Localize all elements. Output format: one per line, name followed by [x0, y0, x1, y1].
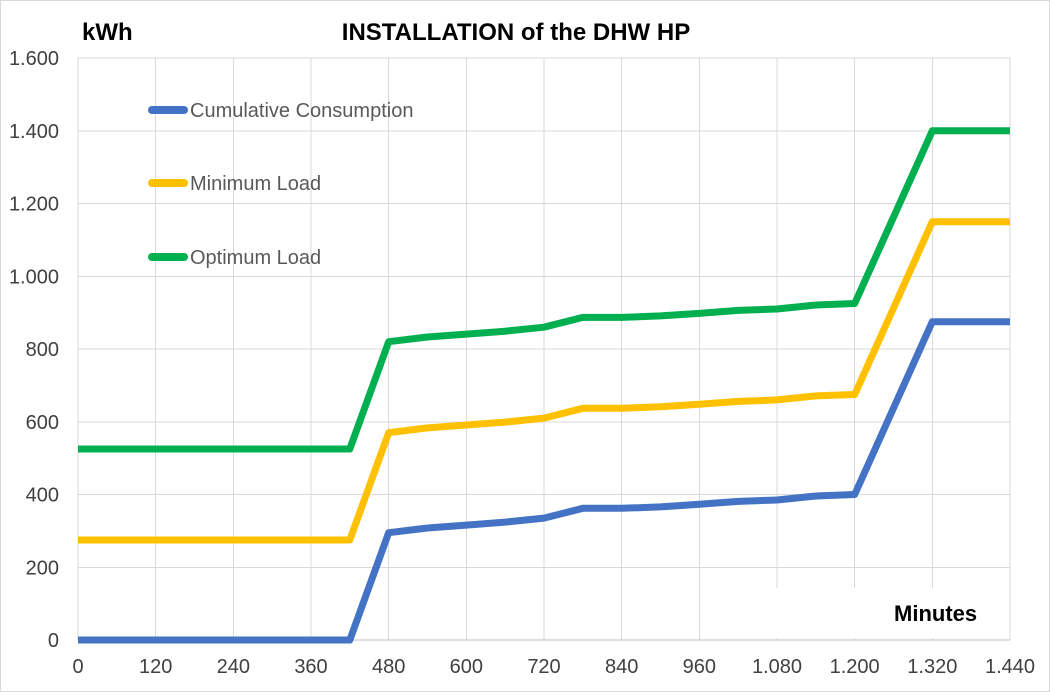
x-tick-label: 480: [372, 656, 405, 678]
x-tick-label: 0: [72, 656, 83, 678]
chart-title: INSTALLATION of the DHW HP: [342, 19, 690, 46]
x-tick-label: 1.200: [830, 656, 880, 678]
tick-labels: 0 200 400 600 800 1.000 1.200 1.400 1.600 0 120 240…: [9, 48, 1035, 678]
series-line-minimum-load: [78, 218, 1010, 544]
x-tick-label: 720: [527, 656, 560, 678]
legend: Cumulative Consumption Minimum Load Opti…: [148, 100, 413, 269]
legend-label: Optimum Load: [190, 247, 321, 269]
legend-label: Cumulative Consumption: [190, 100, 413, 122]
x-tick-label: 1.440: [985, 656, 1035, 678]
series-line-cumulative-consumption: [78, 318, 1010, 644]
legend-item-cumulative-consumption: Cumulative Consumption: [148, 100, 413, 122]
y-tick-label: 1.600: [9, 48, 59, 70]
x-tick-label: 960: [683, 656, 716, 678]
series-line-optimum-load: [78, 127, 1010, 453]
x-axis-title: Minutes: [894, 601, 977, 626]
y-tick-label: 0: [48, 630, 59, 652]
x-tick-label: 600: [450, 656, 483, 678]
x-tick-label: 240: [217, 656, 250, 678]
y-tick-label: 600: [26, 412, 59, 434]
legend-item-optimum-load: Optimum Load: [148, 247, 321, 269]
x-tick-label: 360: [294, 656, 327, 678]
x-tick-label: 840: [605, 656, 638, 678]
y-tick-label: 800: [26, 339, 59, 361]
y-tick-label: 1.400: [9, 121, 59, 143]
series-lines: [78, 127, 1010, 644]
legend-label: Minimum Load: [190, 173, 321, 195]
x-axis-label-background: [772, 588, 1006, 638]
x-tick-label: 1.320: [907, 656, 957, 678]
y-axis-title: kWh: [82, 19, 133, 46]
y-tick-label: 200: [26, 557, 59, 579]
x-tick-label: 1.080: [752, 656, 802, 678]
legend-item-minimum-load: Minimum Load: [148, 173, 321, 195]
y-tick-label: 1.200: [9, 194, 59, 216]
y-tick-label: 400: [26, 485, 59, 507]
y-tick-label: 1.000: [9, 266, 59, 288]
x-tick-label: 120: [139, 656, 172, 678]
